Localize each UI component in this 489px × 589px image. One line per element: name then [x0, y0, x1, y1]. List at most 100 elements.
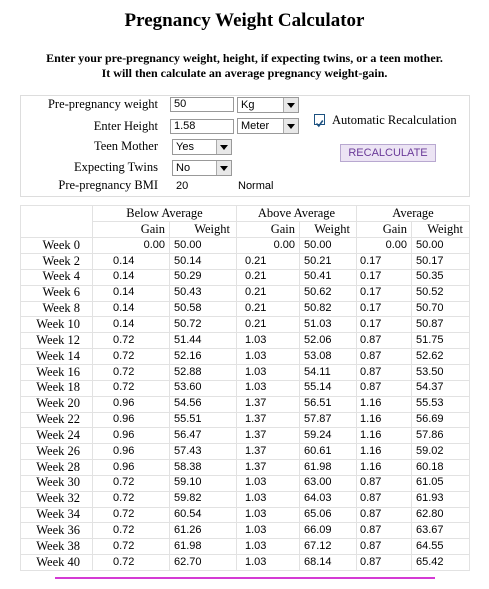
- gain-cell: 0.21: [237, 285, 300, 302]
- week-label: Week 6: [20, 285, 93, 302]
- weight-cell: 66.09: [300, 523, 357, 540]
- weight-cell: 62.70: [170, 554, 237, 572]
- intro-line: Enter your pre-pregnancy weight, height,…: [46, 51, 443, 65]
- gain-cell: 0.21: [237, 301, 300, 318]
- field-label: Expecting Twins: [74, 160, 158, 174]
- weight-cell: 50.00: [300, 237, 357, 255]
- results-table: [20, 205, 470, 571]
- dropdown-arrow: [216, 140, 231, 154]
- gain-cell: 0.00: [237, 237, 300, 255]
- gain-cell: 0.17: [357, 301, 412, 318]
- gain-cell: 0.21: [237, 269, 300, 286]
- twins-select[interactable]: No: [172, 160, 232, 176]
- checkbox-label: Automatic Recalculation: [332, 113, 457, 127]
- form-panel: [20, 95, 470, 197]
- height-unit-select[interactable]: Meter: [237, 118, 299, 134]
- gain-cell: 0.72: [93, 332, 170, 350]
- weight-cell: 54.56: [170, 396, 237, 413]
- weight-cell: 50.00: [170, 237, 237, 255]
- weight-cell: 55.51: [170, 412, 237, 429]
- weight-cell: 61.93: [412, 491, 470, 508]
- weight-cell: 61.98: [170, 538, 237, 556]
- select-value: Meter: [241, 120, 270, 132]
- gain-cell: 0.72: [93, 380, 170, 397]
- weight-cell: 65.42: [412, 554, 470, 572]
- weight-cell: 50.21: [300, 253, 357, 270]
- weight-cell: 61.98: [300, 459, 357, 476]
- gain-cell: 0.21: [237, 316, 300, 334]
- gain-cell: 0.14: [93, 301, 170, 318]
- weight-cell: 50.70: [412, 301, 470, 318]
- group-header: Below Average: [93, 206, 237, 222]
- weight-cell: 50.72: [170, 316, 237, 334]
- gain-cell: 0.14: [93, 269, 170, 286]
- field-label: Pre-pregnancy weight: [47, 97, 158, 111]
- week-label: Week 40: [20, 554, 93, 572]
- weight-cell: 56.69: [412, 412, 470, 429]
- field-label: Teen Mother: [93, 139, 158, 153]
- gain-cell: 1.37: [237, 443, 300, 461]
- week-label: Week 34: [20, 507, 93, 524]
- week-label: Week 8: [20, 301, 93, 318]
- select-value: No: [176, 162, 191, 174]
- weight-input[interactable]: 50: [170, 97, 234, 112]
- weight-cell: 50.43: [170, 285, 237, 302]
- gain-cell: 0.87: [357, 332, 412, 350]
- gain-cell: 1.16: [357, 396, 412, 413]
- recalculate-button[interactable]: RECALCULATE: [340, 144, 436, 162]
- week-label: Week 12: [20, 332, 93, 350]
- gain-cell: 0.00: [357, 237, 412, 255]
- weight-cell: 50.14: [170, 253, 237, 270]
- gain-cell: 1.03: [237, 538, 300, 556]
- weight-cell: 52.16: [170, 348, 237, 365]
- auto-recalc-checkbox[interactable]: [314, 114, 325, 128]
- height-input[interactable]: 1.58: [170, 119, 234, 134]
- teen-select[interactable]: Yes: [172, 139, 232, 155]
- gain-cell: 0.96: [93, 443, 170, 461]
- field-label: Pre-pregnancy BMI: [58, 178, 158, 192]
- weight-cell: 50.00: [412, 237, 470, 255]
- gain-cell: 0.72: [93, 538, 170, 556]
- weight-cell: 61.05: [412, 475, 470, 492]
- week-label: Week 36: [20, 523, 93, 540]
- weight-cell: 68.14: [300, 554, 357, 572]
- weight-cell: 60.54: [170, 507, 237, 524]
- gain-cell: 0.87: [357, 554, 412, 572]
- gain-cell: 0.14: [93, 285, 170, 302]
- gain-cell: 1.16: [357, 427, 412, 445]
- week-label: Week 30: [20, 475, 93, 492]
- week-label: Week 24: [20, 427, 93, 445]
- gain-cell: 1.37: [237, 427, 300, 445]
- week-label: Week 22: [20, 412, 93, 429]
- dropdown-arrow: [283, 98, 298, 112]
- week-label: Week 14: [20, 348, 93, 365]
- weight-cell: 56.51: [300, 396, 357, 413]
- weight-cell: 51.03: [300, 316, 357, 334]
- gain-cell: 1.03: [237, 332, 300, 350]
- gain-cell: 0.14: [93, 253, 170, 270]
- gain-cell: 1.03: [237, 364, 300, 381]
- weight-cell: 53.50: [412, 364, 470, 381]
- weight-cell: 50.35: [412, 269, 470, 286]
- weight-cell: 63.00: [300, 475, 357, 492]
- week-label: Week 26: [20, 443, 93, 461]
- dropdown-arrow: [283, 119, 298, 133]
- gain-cell: 0.72: [93, 491, 170, 508]
- field-label: Enter Height: [93, 119, 158, 133]
- gain-cell: 0.14: [93, 316, 170, 334]
- column-header: Gain: [93, 221, 170, 238]
- select-value: Kg: [241, 99, 255, 111]
- weight-cell: 59.10: [170, 475, 237, 492]
- gain-cell: 1.16: [357, 412, 412, 429]
- gain-cell: 0.87: [357, 538, 412, 556]
- gain-cell: 1.37: [237, 396, 300, 413]
- gain-cell: 1.03: [237, 380, 300, 397]
- week-label: Week 0: [20, 237, 93, 255]
- week-label: Week 18: [20, 380, 93, 397]
- gain-cell: 1.03: [237, 475, 300, 492]
- select-value: Yes: [176, 141, 194, 153]
- weight-cell: 52.88: [170, 364, 237, 381]
- weight-unit-select[interactable]: Kg: [237, 97, 299, 113]
- week-label: Week 16: [20, 364, 93, 381]
- weight-cell: 51.44: [170, 332, 237, 350]
